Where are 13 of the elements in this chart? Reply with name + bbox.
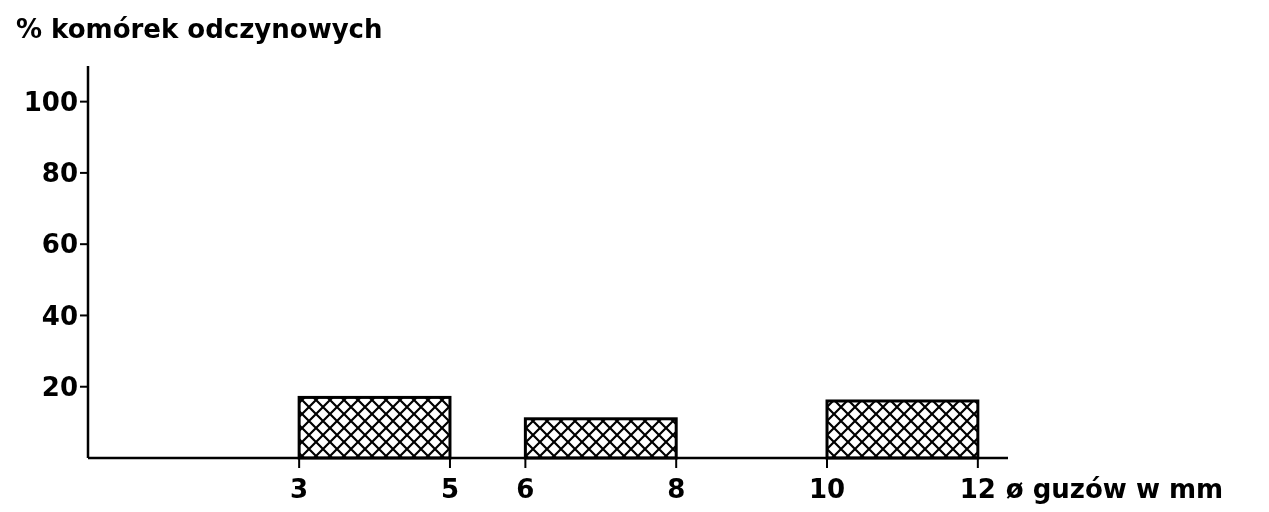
y-tick-label: 40: [41, 300, 78, 331]
y-tick-label: 100: [23, 86, 78, 117]
x-tick-label: 8: [667, 474, 686, 504]
y-tick-label: 80: [41, 158, 78, 189]
x-axis-title: ø guzów w mm: [1005, 474, 1224, 504]
x-tick-label: 6: [516, 474, 535, 504]
y-tick-label: 20: [41, 371, 78, 402]
x-tick-label: 12: [959, 474, 996, 504]
y-tick-label: 60: [41, 229, 78, 260]
x-tick-label: 5: [440, 474, 460, 504]
x-tick-label: 10: [808, 474, 846, 504]
y-axis-title: % komórek odczynowych: [16, 14, 383, 44]
x-tick-label: 3: [290, 474, 309, 504]
